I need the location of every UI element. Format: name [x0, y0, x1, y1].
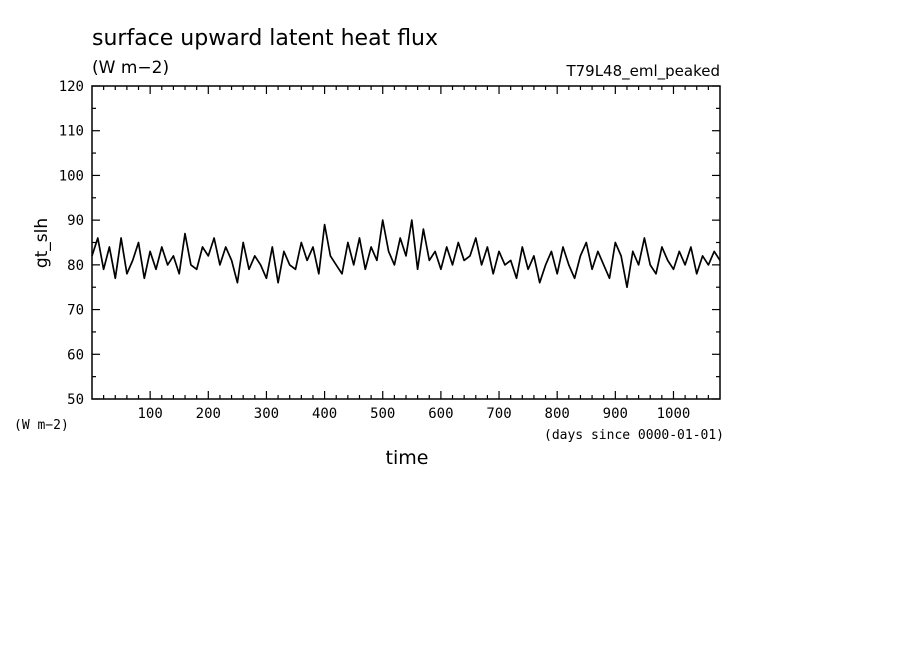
y-tick-label: 100	[59, 168, 84, 184]
x-tick-label: 200	[196, 406, 221, 422]
x-tick-label: 900	[603, 406, 628, 422]
chart-title: surface upward latent heat flux	[92, 26, 438, 51]
x-axis: time (days since 0000-01-01) 100 200 300 40…	[137, 406, 724, 469]
y-tick-label: 110	[59, 124, 84, 140]
y-tick-label: 90	[67, 213, 84, 229]
x-tick-label: 600	[428, 406, 453, 422]
y-tick-label: 70	[67, 303, 84, 319]
y-tick-label: 60	[67, 347, 84, 363]
plot-frame	[91, 85, 721, 400]
x-tick-label: 700	[486, 406, 511, 422]
x-tick-label: 100	[137, 406, 162, 422]
chart-subtitle: (W m−2)	[92, 58, 169, 78]
x-tick-label: 400	[312, 406, 337, 422]
x-tick-label: 500	[370, 406, 395, 422]
x-unit-label: (days since 0000-01-01)	[544, 428, 724, 443]
x-tick-label: 300	[254, 406, 279, 422]
y-tick-label: 80	[67, 258, 84, 274]
y-axis-label: gt_slh	[32, 218, 52, 268]
y-tick-label: 120	[59, 79, 84, 95]
y-unit-label: (W m−2)	[14, 418, 69, 433]
run-label: T79L48_eml_peaked	[565, 62, 720, 81]
x-axis-label: time	[386, 447, 429, 469]
y-axis: gt_slh (W m−2) 50 60 70 80 90 100 110 120	[14, 79, 84, 433]
y-tick-label: 50	[67, 392, 84, 408]
series-line	[91, 219, 721, 289]
x-tick-label: 800	[545, 406, 570, 422]
x-tick-label: 1000	[657, 406, 691, 422]
